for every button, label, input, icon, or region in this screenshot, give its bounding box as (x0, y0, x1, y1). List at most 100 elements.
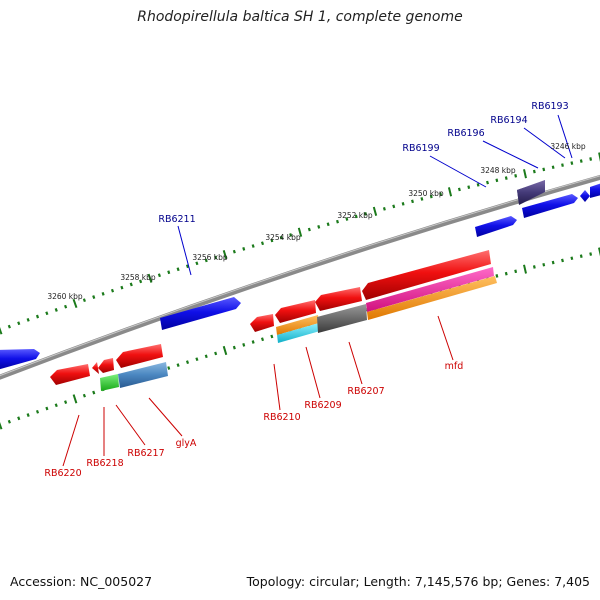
major-tick (222, 250, 228, 260)
gene-arrow-forward[interactable] (0, 349, 40, 370)
minor-tick (504, 176, 508, 180)
scale-label: 3254 kbp (265, 233, 301, 242)
gene-block[interactable] (277, 323, 320, 343)
gene-label[interactable]: glyA (176, 438, 197, 449)
gene-arrow-reverse[interactable] (362, 250, 491, 300)
minor-tick (420, 197, 424, 201)
leader-line (348, 341, 363, 385)
major-tick (72, 394, 78, 404)
minor-tick (551, 165, 555, 170)
leader-line (115, 404, 146, 446)
scale-label: 3250 kbp (408, 189, 444, 198)
leader-line (437, 315, 454, 361)
major-tick (523, 169, 527, 179)
minor-tick (232, 345, 236, 350)
gene-arrow-forward[interactable] (522, 194, 578, 218)
minor-tick (504, 271, 508, 276)
gene-label[interactable]: RB6199 (402, 143, 439, 154)
major-tick (523, 264, 527, 274)
gene-arrow-forward[interactable] (160, 297, 241, 330)
minor-tick (26, 413, 30, 417)
major-tick (297, 227, 303, 237)
gene-arrow-forward[interactable] (590, 182, 600, 198)
gene-block[interactable] (118, 362, 168, 388)
minor-tick (64, 400, 68, 404)
gene-label[interactable]: RB6194 (490, 115, 527, 126)
minor-tick (270, 238, 274, 243)
gene-label[interactable]: RB6210 (263, 412, 300, 423)
gene-block[interactable] (100, 374, 119, 391)
minor-tick (260, 241, 265, 246)
gene-label[interactable]: RB6218 (86, 458, 123, 469)
gene-label[interactable]: mfd (445, 361, 464, 372)
minor-tick (17, 321, 21, 326)
minor-tick (317, 224, 321, 229)
minor-tick (514, 174, 518, 178)
leader-line (177, 225, 192, 276)
minor-tick (439, 192, 443, 196)
minor-tick (54, 403, 58, 408)
gene-label[interactable]: RB6220 (44, 468, 81, 479)
gene-arrow-reverse[interactable] (50, 364, 90, 385)
minor-tick (195, 357, 199, 362)
gene-arrow-reverse[interactable] (315, 287, 362, 311)
gene-arrow-reverse[interactable] (92, 362, 99, 374)
gene-arrow-reverse[interactable] (275, 300, 316, 323)
minor-tick (589, 252, 593, 256)
gene-block[interactable] (366, 267, 494, 312)
minor-tick (336, 219, 339, 224)
scale-label: 3248 kbp (480, 166, 516, 175)
gene-label[interactable]: RB6207 (347, 386, 384, 397)
minor-tick (176, 363, 180, 367)
major-tick (598, 152, 600, 162)
gene-block[interactable] (367, 276, 497, 320)
accession-text: Accession: NC_005027 (10, 574, 153, 589)
minor-tick (214, 255, 218, 260)
major-tick (447, 187, 453, 197)
minor-tick (167, 270, 171, 275)
gene-arrow-reverse[interactable] (98, 358, 114, 373)
gene-block[interactable] (517, 180, 545, 205)
leader-line (148, 397, 183, 437)
minor-tick (110, 288, 115, 293)
minor-tick (570, 161, 574, 165)
map-title: Rhodopirellula baltica SH 1, complete ge… (137, 9, 463, 25)
reverse-genes (50, 250, 497, 391)
minor-tick (232, 249, 236, 254)
gene-label[interactable]: RB6211 (158, 214, 195, 225)
minor-tick (307, 227, 311, 232)
minor-tick (129, 282, 133, 287)
gene-arrow-forward[interactable] (475, 216, 517, 237)
minor-tick (542, 167, 546, 172)
gene-labels-top: RB6193 RB6194 RB6196 RB6199 RB6211 (158, 101, 568, 225)
minor-tick (364, 212, 368, 216)
minor-tick (82, 393, 86, 398)
minor-tick (457, 187, 461, 192)
gene-arrow-reverse[interactable] (116, 344, 163, 368)
minor-tick (486, 180, 489, 185)
major-tick (147, 273, 153, 283)
gene-label[interactable]: RB6209 (304, 400, 341, 411)
scale-label: 3246 kbp (550, 142, 586, 151)
minor-tick (242, 342, 246, 347)
scale-ticks-outer (0, 152, 600, 335)
gene-label[interactable]: RB6193 (531, 101, 568, 112)
minor-tick (251, 244, 255, 248)
leader-line (557, 114, 573, 159)
major-tick (0, 327, 3, 335)
gene-label[interactable]: RB6217 (127, 448, 164, 459)
minor-tick (26, 318, 30, 322)
minor-tick (45, 406, 49, 411)
gene-arrow-forward[interactable] (580, 190, 590, 202)
scale-labels: 3246 kbp 3248 kbp 3250 kbp 3252 kbp 3254… (47, 142, 586, 301)
gene-arrow-reverse[interactable] (250, 314, 274, 332)
minor-tick (120, 285, 124, 290)
gene-block[interactable] (276, 315, 319, 335)
gene-label[interactable]: RB6196 (447, 128, 484, 139)
minor-tick (561, 163, 564, 167)
minor-tick (354, 214, 358, 219)
leader-line (523, 127, 566, 159)
scale-label: 3258 kbp (120, 273, 156, 282)
gene-block[interactable] (317, 304, 367, 333)
